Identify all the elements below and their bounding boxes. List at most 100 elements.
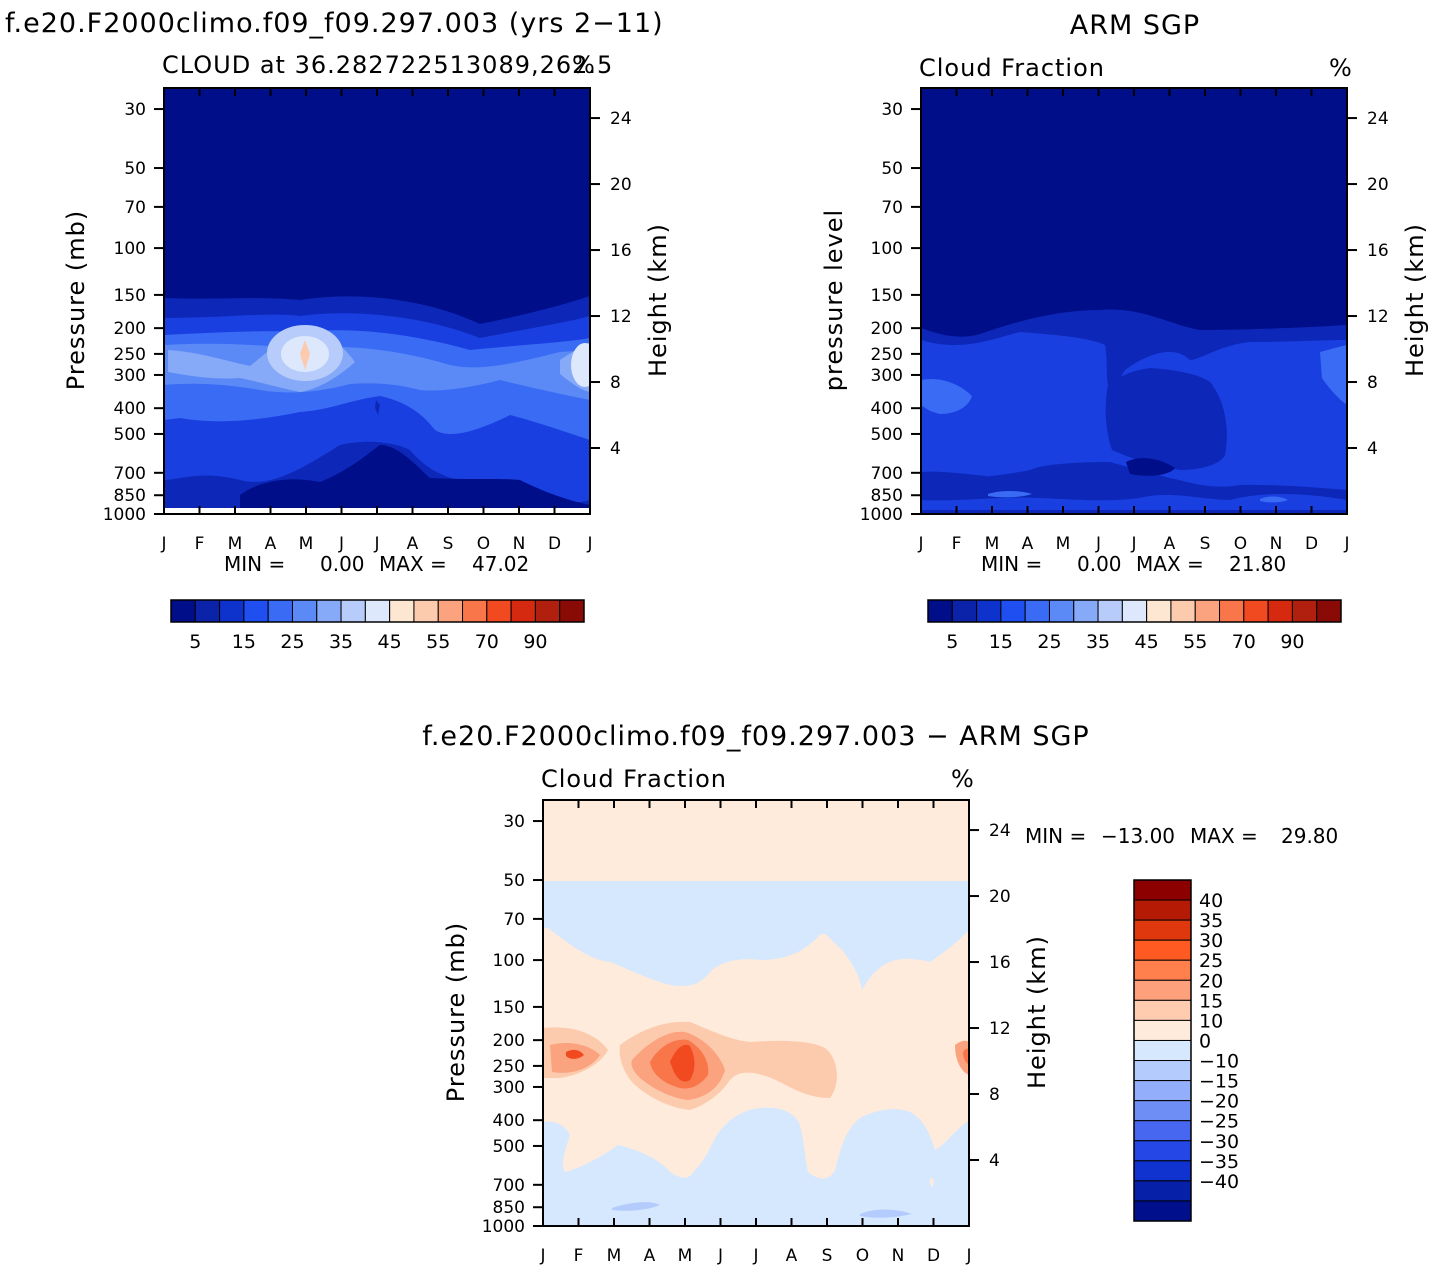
panel-a-colorbar-swatch xyxy=(462,599,488,623)
panel-a-max-label: MAX = xyxy=(379,552,447,576)
panel-a-title: f.e20.F2000climo.f09_f09.297.003 (yrs 2−… xyxy=(5,8,664,39)
panel-a-colorbar-swatch xyxy=(316,599,342,623)
contour-c-1 xyxy=(543,881,969,990)
panel-a-y2tick-label: 12 xyxy=(610,307,632,327)
panel-a-colorbar-swatch xyxy=(243,599,269,623)
panel-c-y2tick-label: 24 xyxy=(989,821,1011,841)
panel-a-xtick-label: M xyxy=(299,534,314,554)
panel-c-ytick-label: 30 xyxy=(503,812,525,832)
panel-a-ylabel: Pressure (mb) xyxy=(62,210,90,390)
panel-b-xtick-label: M xyxy=(985,534,1000,554)
contour-b-10 xyxy=(1260,496,1288,503)
panel-a-y2tick-label: 24 xyxy=(610,109,632,129)
panel-b-ylabel: pressure level xyxy=(820,209,848,391)
panel-a-y2tick-label: 20 xyxy=(610,175,632,195)
panel-a-xtick-label: A xyxy=(407,534,419,554)
panel-a-xtick-label: F xyxy=(195,534,205,554)
panel-b-ytick-label: 500 xyxy=(871,425,903,445)
panel-a-xtick-label: A xyxy=(265,534,277,554)
panel-a-ytick-label: 250 xyxy=(114,345,146,365)
panel-a-y2label: Height (km) xyxy=(644,223,672,377)
panel-c-colorbar-swatch xyxy=(1133,979,1192,1001)
panel-b-colorbar-swatch xyxy=(1243,599,1269,623)
panel-c-ytick-label: 50 xyxy=(503,871,525,891)
panel-model-cloud: f.e20.F2000climo.f09_f09.297.003 (yrs 2−… xyxy=(5,8,672,653)
panel-b-colorbar: 5 15 25 35 45 55 70 90 xyxy=(927,599,1342,653)
panel-c-colorbar-swatch xyxy=(1133,1100,1192,1122)
panel-b-ytick-label: 300 xyxy=(871,366,903,386)
panel-c-xtick-label: M xyxy=(607,1246,622,1266)
panel-a-max-value: 47.02 xyxy=(472,552,529,576)
panel-b-ytick-label: 1000 xyxy=(860,505,903,525)
panel-a-y2tick-label: 16 xyxy=(610,241,632,261)
panel-a-colorbar-swatch xyxy=(267,599,293,623)
contour-c-13 xyxy=(860,1209,912,1218)
panel-a-colorbar-swatch xyxy=(340,599,366,623)
panel-b-colorbar-swatch xyxy=(1073,599,1099,623)
panel-a-min-label: MIN = xyxy=(224,552,285,576)
panel-a-colorbar-swatch xyxy=(389,599,415,623)
panel-b-y2tick-label: 12 xyxy=(1367,307,1389,327)
panel-b-ytick-label: 700 xyxy=(871,464,903,484)
panel-a-colorbar-swatch xyxy=(364,599,391,623)
panel-b-colorbar-swatch xyxy=(1121,599,1148,623)
panel-b-min-value: 0.00 xyxy=(1077,552,1122,576)
panel-c-colorbar-swatch xyxy=(1133,899,1192,921)
panel-a-colorbar-swatch xyxy=(219,599,245,623)
panel-c-ytick-label: 400 xyxy=(493,1111,525,1131)
panel-a-xtick-label: J xyxy=(338,534,344,554)
panel-c-colorbar-label: −20 xyxy=(1199,1091,1239,1113)
panel-b-y2tick-label: 20 xyxy=(1367,175,1389,195)
panel-b-max-value: 21.80 xyxy=(1229,552,1286,576)
panel-a-colorbar-label: 70 xyxy=(475,631,499,653)
panel-a-ytick-label: 100 xyxy=(114,239,146,259)
panel-a-ytick-label: 500 xyxy=(114,425,146,445)
panel-a-colorbar-label: 55 xyxy=(426,631,450,653)
panel-b-xtick-label: J xyxy=(1343,534,1349,554)
contour-c-8 xyxy=(670,1044,695,1082)
panel-c-ytick-label: 1000 xyxy=(482,1217,525,1237)
panel-c-ytick-label: 500 xyxy=(493,1137,525,1157)
panel-c-title: f.e20.F2000climo.f09_f09.297.003 − ARM S… xyxy=(422,721,1089,752)
panel-a-colorbar-label: 25 xyxy=(280,631,304,653)
panel-c-ytick-label: 250 xyxy=(493,1057,525,1077)
panel-b-ytick-label: 850 xyxy=(871,486,903,506)
panel-a-colorbar-swatch xyxy=(534,599,561,623)
panel-c-ylabel: Pressure (mb) xyxy=(442,922,470,1102)
panel-c-colorbar-label: 35 xyxy=(1199,910,1223,932)
panel-a-colorbar-swatch xyxy=(413,599,439,623)
panel-b-colorbar-swatch xyxy=(1219,599,1245,623)
panel-c-xtick-label: M xyxy=(678,1246,693,1266)
panel-a-colorbar-label: 90 xyxy=(523,631,547,653)
panel-a-units: % xyxy=(572,51,595,79)
panel-a-xtick-label: N xyxy=(513,534,526,554)
panel-a-ytick-label: 300 xyxy=(114,366,146,386)
panel-c-xtick-label: J xyxy=(539,1246,545,1266)
panel-b-colorbar-label: 45 xyxy=(1135,631,1159,653)
panel-b-colorbar-swatch xyxy=(1000,599,1026,623)
panel-b-colorbar-swatch xyxy=(1267,599,1293,623)
panel-c-xtick-label: S xyxy=(822,1246,833,1266)
panel-b-y2label: Height (km) xyxy=(1401,223,1429,377)
panel-c-colorbar-label: 0 xyxy=(1199,1030,1211,1052)
panel-c-colorbar-swatch xyxy=(1133,959,1192,981)
panel-c-colorbar-label: −35 xyxy=(1199,1151,1239,1173)
panel-b-colorbar-swatch xyxy=(1170,599,1196,623)
panel-b-ytick-label: 100 xyxy=(871,239,903,259)
panel-a-subtitle: CLOUD at 36.282722513089,262.5 xyxy=(162,51,613,79)
panel-c-xtick-label: A xyxy=(786,1246,798,1266)
panel-c-colorbar-label: 10 xyxy=(1199,1010,1223,1032)
panel-a-ytick-label: 70 xyxy=(124,198,146,218)
panel-b-colorbar-label: 90 xyxy=(1280,631,1304,653)
contour-a-9 xyxy=(571,343,590,387)
panel-a-ytick-label: 50 xyxy=(124,159,146,179)
panel-a-xtick-label: D xyxy=(548,534,561,554)
panel-c-max-label: MAX = xyxy=(1190,824,1258,848)
panel-difference: f.e20.F2000climo.f09_f09.297.003 − ARM S… xyxy=(422,721,1338,1266)
panel-c-ytick-label: 200 xyxy=(493,1031,525,1051)
panel-b-colorbar-swatch xyxy=(951,599,978,623)
panel-c-colorbar-label: −30 xyxy=(1199,1131,1239,1153)
